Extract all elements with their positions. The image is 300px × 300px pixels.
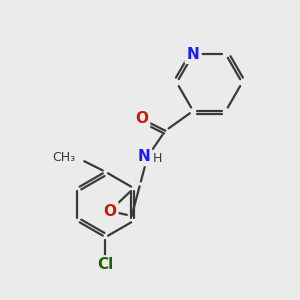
Text: O: O [135, 111, 148, 126]
Text: Cl: Cl [97, 257, 113, 272]
Text: O: O [103, 203, 116, 218]
Text: CH₃: CH₃ [52, 152, 76, 164]
Text: H: H [153, 152, 162, 165]
Text: N: N [137, 149, 150, 164]
Text: N: N [187, 47, 200, 62]
